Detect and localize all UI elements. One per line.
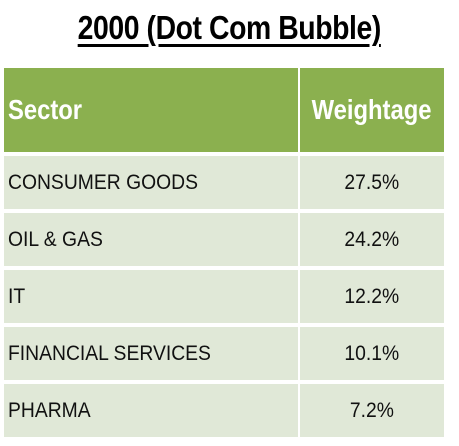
weightage-value: 12.2% xyxy=(345,285,400,309)
title-text: 2000 (Dot Com Bubble) xyxy=(78,6,381,50)
sector-name: FINANCIAL SERVICES xyxy=(8,342,211,366)
header-sector-label: Sector xyxy=(8,94,82,126)
weightage-value: 7.2% xyxy=(350,399,394,423)
sector-name: PHARMA xyxy=(8,399,91,423)
weightage-value: 24.2% xyxy=(345,228,400,252)
sector-cell: OIL & GAS xyxy=(4,213,298,266)
weightage-cell: 27.5% xyxy=(300,156,444,209)
sector-cell: CONSUMER GOODS xyxy=(4,156,298,209)
table-row: FINANCIAL SERVICES 10.1% xyxy=(4,327,444,380)
table-row: OIL & GAS 24.2% xyxy=(4,213,444,266)
sector-name: CONSUMER GOODS xyxy=(8,171,198,195)
weightage-value: 27.5% xyxy=(345,171,400,195)
table-row: CONSUMER GOODS 27.5% xyxy=(4,156,444,209)
sector-weightage-table: Sector Weightage CONSUMER GOODS 27.5% OI… xyxy=(4,68,444,437)
sector-cell: FINANCIAL SERVICES xyxy=(4,327,298,380)
table-row: PHARMA 7.2% xyxy=(4,384,444,437)
sector-cell: PHARMA xyxy=(4,384,298,437)
header-weightage: Weightage xyxy=(300,68,444,152)
weightage-cell: 24.2% xyxy=(300,213,444,266)
table-row: IT 12.2% xyxy=(4,270,444,323)
weightage-value: 10.1% xyxy=(345,342,400,366)
header-sector: Sector xyxy=(4,68,298,152)
table-header-row: Sector Weightage xyxy=(4,68,444,152)
page-title: 2000 (Dot Com Bubble) xyxy=(0,6,459,50)
weightage-cell: 7.2% xyxy=(300,384,444,437)
sector-name: OIL & GAS xyxy=(8,228,103,252)
weightage-cell: 10.1% xyxy=(300,327,444,380)
weightage-cell: 12.2% xyxy=(300,270,444,323)
header-weightage-label: Weightage xyxy=(312,94,432,126)
sector-name: IT xyxy=(8,285,25,309)
sector-cell: IT xyxy=(4,270,298,323)
